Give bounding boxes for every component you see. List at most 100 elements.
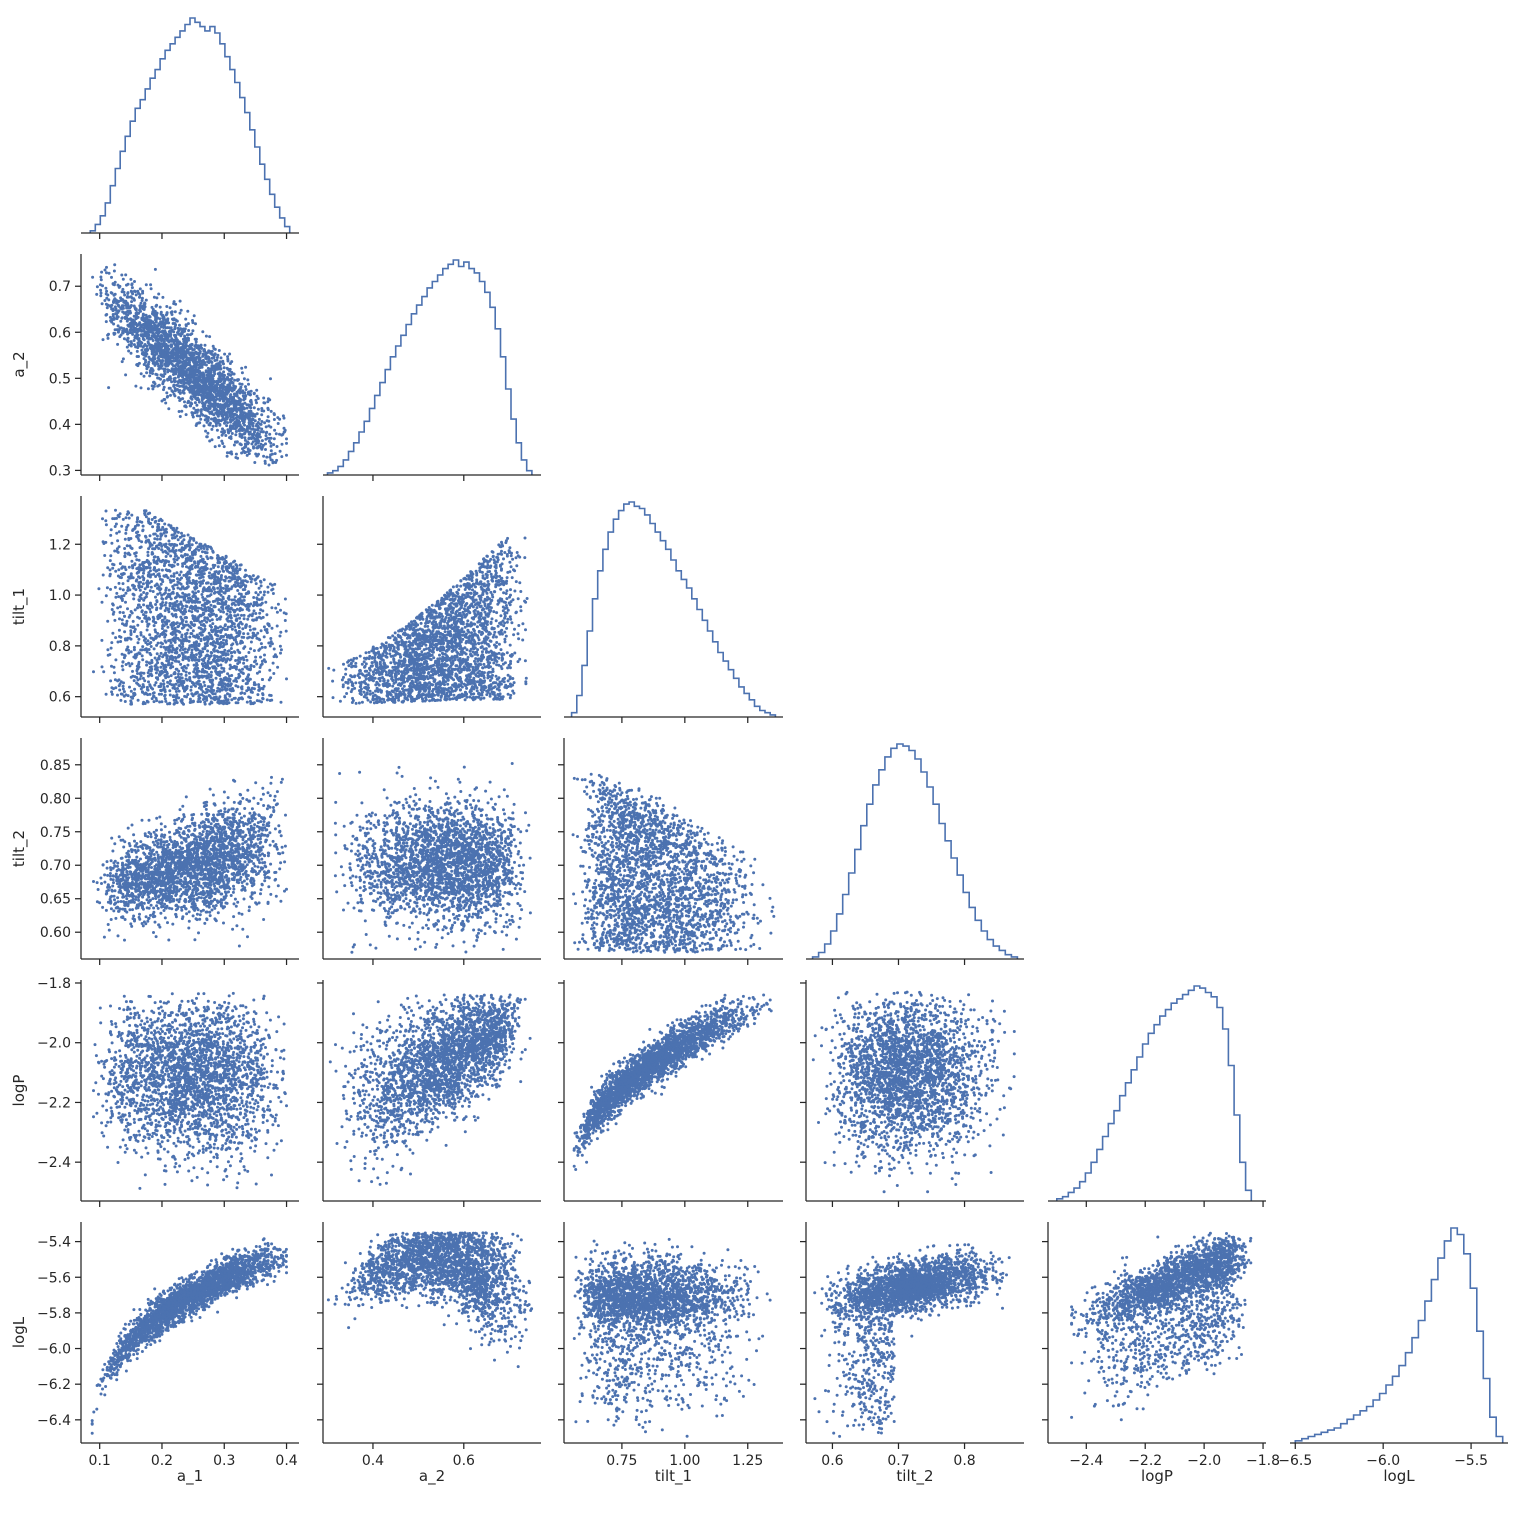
scatter-point [225,424,228,427]
scatter-point [133,339,136,342]
scatter-point [180,410,183,413]
scatter-point [223,353,226,356]
scatter-point [270,449,273,452]
scatter-point [107,386,110,389]
scatter-point [166,378,169,381]
scatter-point [224,434,227,437]
scatter-point [191,329,194,332]
scatter-point [122,278,125,281]
scatter-point [277,422,280,425]
scatter-point [258,418,261,421]
scatter-point [208,335,211,338]
scatter-point [218,424,221,427]
scatter-point [264,448,267,451]
scatter-point [101,302,104,305]
scatter-point [171,310,174,313]
scatter-point [243,436,246,439]
scatter-point [105,320,108,323]
scatter-point [145,299,148,302]
scatter-point [252,447,255,450]
scatter-point [203,424,206,427]
panel-a_1-a_2: 0.30.40.50.60.7 [49,254,299,481]
scatter-point [105,290,108,293]
scatter-point [267,415,270,418]
scatter-point [117,305,120,308]
scatter-point [273,429,276,432]
scatter-point [187,329,190,332]
scatter-point [154,268,157,271]
scatter-point [194,322,197,325]
scatter-point [136,364,139,367]
scatter-point [233,379,236,382]
scatter-point [167,407,170,410]
scatter-point [106,294,109,297]
scatter-point [160,311,163,314]
scatter-point [100,278,103,281]
scatter-point [121,360,124,363]
scatter-point [123,294,126,297]
scatter-point [265,425,268,428]
scatter-point [262,410,265,413]
scatter-point [140,386,143,389]
scatter-point [270,445,273,448]
scatter-point [179,312,182,315]
scatter-point [208,423,211,426]
scatter-point [143,375,146,378]
scatter-point [282,414,285,417]
scatter-point [203,363,206,366]
scatter-point [247,383,250,386]
scatter-point [267,408,270,411]
scatter-point [185,413,188,416]
scatter-point [214,348,217,351]
scatter-point [140,342,143,345]
scatter-point [120,317,123,320]
scatter-point [268,464,271,467]
scatter-point [256,395,259,398]
scatter-point [143,328,146,331]
scatter-point [183,335,186,338]
scatter-point [184,318,187,321]
scatter-point [155,305,158,308]
scatter-point [233,444,236,447]
scatter-point [279,450,282,453]
scatter-point [245,388,248,391]
scatter-point [110,276,113,279]
scatter-point [265,434,268,437]
scatter-point [226,421,229,424]
scatter-point [270,410,273,413]
scatter-point [108,272,111,275]
scatter-point [260,413,263,416]
scatter-point [130,295,133,298]
scatter-point [238,382,241,385]
scatter-point [195,340,198,343]
scatter-point [150,287,153,290]
scatter-point [173,377,176,380]
scatter-point [239,442,242,445]
scatter-point [119,296,122,299]
scatter-point [281,443,284,446]
scatter-point [130,300,133,303]
scatter-point [122,357,125,360]
scatter-point [216,356,219,359]
panel-a_1-a_1 [81,18,299,239]
scatter-point [253,461,256,464]
scatter-point [175,337,178,340]
scatter-point [127,350,130,353]
scatter-point [132,297,135,300]
scatter-point [126,292,129,295]
scatter-point [285,442,288,445]
scatter-points-a_1-a_2 [91,263,288,466]
scatter-point [113,263,116,266]
scatter-point [121,288,124,291]
scatter-point [133,280,136,283]
scatter-point [103,299,106,302]
scatter-point [91,276,94,279]
scatter-point [247,442,250,445]
scatter-point [255,401,258,404]
scatter-point [99,276,102,279]
scatter-point [169,394,172,397]
scatter-point [265,431,268,434]
scatter-point [218,399,221,402]
scatter-point [130,352,133,355]
